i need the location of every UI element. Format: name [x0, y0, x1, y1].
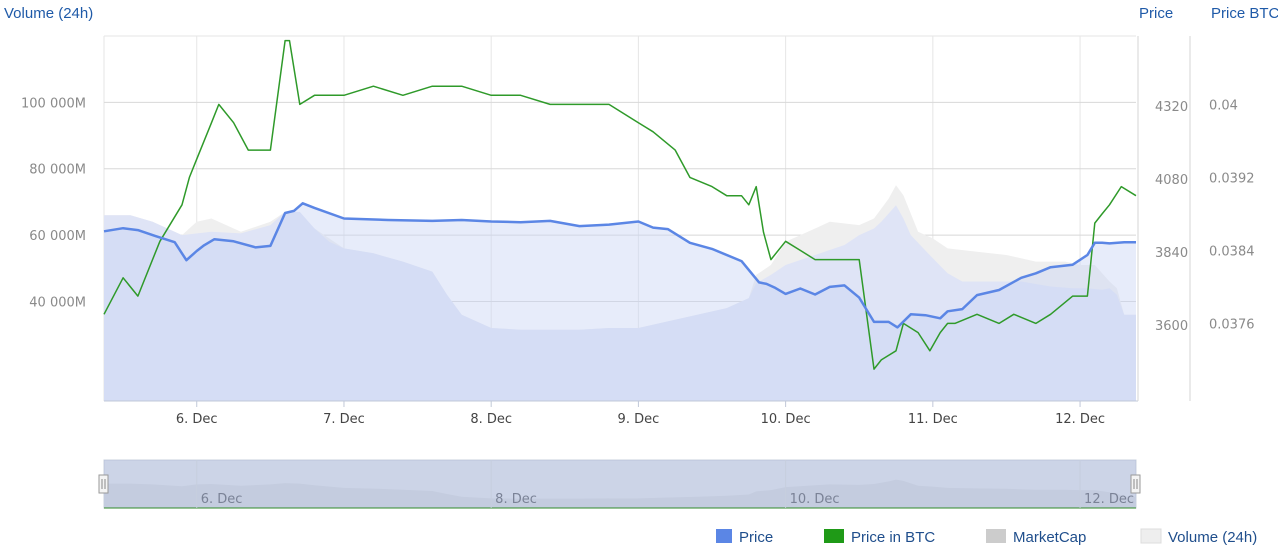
btc-tick-label: 0.04: [1209, 98, 1238, 113]
x-tick-label: 9. Dec: [618, 412, 660, 427]
navigator-volume-area: [104, 479, 1136, 508]
navigator-selection[interactable]: [104, 460, 1136, 508]
btc-tick-label: 0.0376: [1209, 317, 1255, 332]
legend-swatch-price: [716, 529, 732, 543]
axis-ticks: 40 000M 60 000M 80 000M 100 000M 3600 3840 40…: [21, 36, 1255, 427]
navigator-ticks: 6. Dec 8. Dec 10. Dec 12. Dec: [196, 460, 1134, 508]
price-tick-label: 4080: [1155, 173, 1188, 188]
navigator-handle-right[interactable]: [1130, 474, 1141, 494]
x-tick-label: 11. Dec: [908, 412, 958, 427]
legend-item-volume[interactable]: Volume (24h): [1140, 528, 1257, 546]
legend: Price Price in BTC MarketCap Volume (24h…: [716, 528, 1257, 546]
btc-axis-ticks: 0.0376 0.0384 0.0392 0.04: [1137, 36, 1255, 401]
x-tick-label: 10. Dec: [761, 412, 811, 427]
price-line: [103, 202, 1136, 329]
legend-label-price-in-btc: Price in BTC: [851, 529, 935, 546]
volume-area: [104, 205, 1136, 401]
legend-swatch-volume: [1140, 528, 1162, 544]
price-axis-title: Price: [1139, 5, 1173, 22]
price-in-btc-line: [103, 39, 1137, 370]
btc-tick-label: 0.0384: [1209, 244, 1255, 259]
navigator[interactable]: 6. Dec 8. Dec 10. Dec 12. Dec: [98, 459, 1141, 509]
legend-swatch-marketcap: [986, 529, 1006, 543]
x-tick-label: 7. Dec: [323, 412, 365, 427]
volume-tick-label: 100 000M: [21, 96, 86, 111]
price-tick-label: 3840: [1155, 246, 1188, 261]
price-tick-label: 4320: [1155, 100, 1188, 115]
volume-tick-label: 80 000M: [29, 163, 86, 178]
navigator-tick-label: 8. Dec: [495, 492, 537, 507]
price-btc-axis-title: Price BTC: [1211, 5, 1278, 22]
legend-label-volume: Volume (24h): [1168, 529, 1257, 546]
x-axis-ticks: 6. Dec 7. Dec 8. Dec 9. Dec 10. Dec 11. Dec 12…: [176, 401, 1105, 427]
volume-tick-label: 40 000M: [29, 295, 86, 310]
legend-item-price-in-btc[interactable]: Price in BTC: [824, 529, 935, 546]
legend-item-marketcap[interactable]: MarketCap: [986, 529, 1086, 546]
x-tick-label: 8. Dec: [470, 412, 512, 427]
legend-label-price: Price: [739, 529, 773, 546]
series-layer: [103, 39, 1137, 401]
legend-label-marketcap: MarketCap: [1013, 529, 1086, 546]
navigator-series: [104, 479, 1136, 508]
volume-tick-label: 60 000M: [29, 229, 86, 244]
x-tick-label: 6. Dec: [176, 412, 218, 427]
volume-axis-title: Volume (24h): [4, 5, 93, 22]
btc-tick-label: 0.0392: [1209, 171, 1255, 186]
x-tick-label: 12. Dec: [1055, 412, 1105, 427]
navigator-tick-label: 12. Dec: [1084, 492, 1134, 507]
marketcap-area: [104, 203, 1136, 401]
navigator-handle-left[interactable]: [98, 474, 109, 494]
navigator-tick-label: 10. Dec: [790, 492, 840, 507]
navigator-tick-label: 6. Dec: [201, 492, 243, 507]
legend-swatch-price-in-btc: [824, 529, 844, 543]
price-axis-ticks: 3600 3840 4080 4320: [1155, 100, 1188, 334]
volume-axis-ticks: 40 000M 60 000M 80 000M 100 000M: [21, 96, 86, 310]
legend-item-price[interactable]: Price: [716, 529, 773, 546]
price-tick-label: 3600: [1155, 319, 1188, 334]
